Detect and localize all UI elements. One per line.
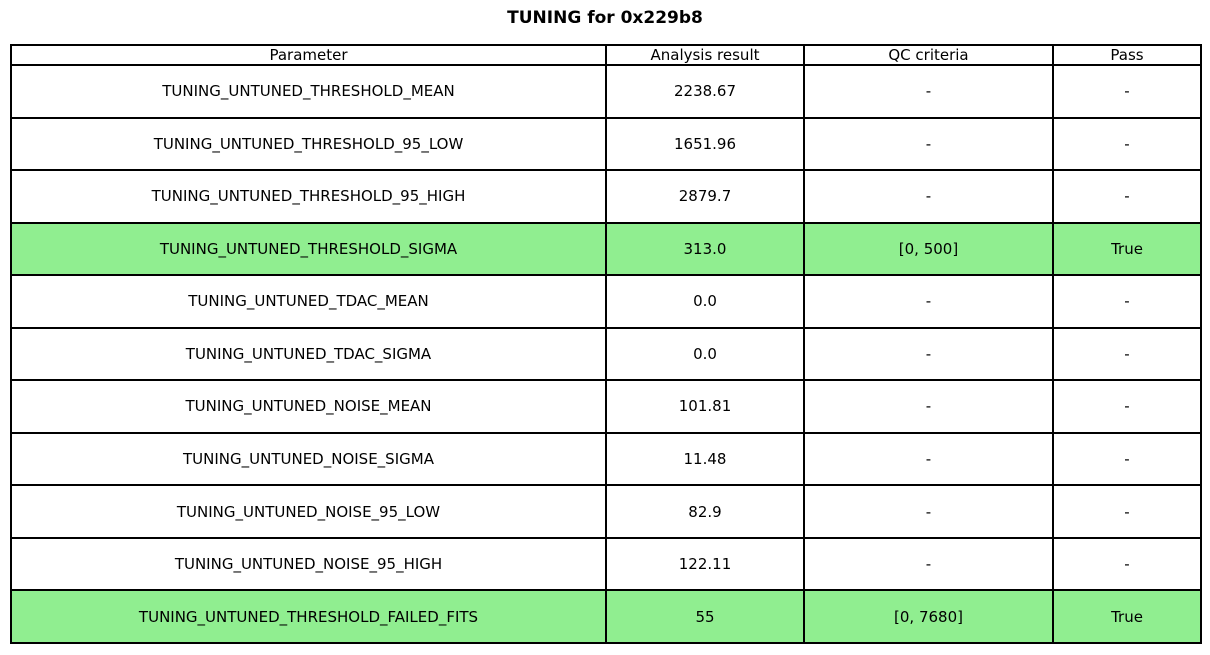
cell-qc-criteria: - bbox=[803, 116, 1054, 172]
cell-qc-criteria: - bbox=[803, 431, 1054, 487]
column-header-analysis-result: Analysis result bbox=[605, 44, 805, 66]
cell-parameter: TUNING_UNTUNED_THRESHOLD_95_HIGH bbox=[10, 169, 607, 224]
cell-qc-criteria: [0, 500] bbox=[803, 221, 1054, 277]
cell-qc-criteria: - bbox=[803, 169, 1054, 224]
cell-qc-criteria: - bbox=[803, 326, 1054, 382]
table-row: TUNING_UNTUNED_THRESHOLD_MEAN 2238.67 - … bbox=[10, 64, 1202, 119]
cell-pass: - bbox=[1052, 536, 1202, 592]
cell-analysis-result: 2238.67 bbox=[605, 64, 805, 119]
table-row: TUNING_UNTUNED_NOISE_95_HIGH 122.11 - - bbox=[10, 536, 1202, 592]
cell-parameter: TUNING_UNTUNED_NOISE_SIGMA bbox=[10, 431, 607, 487]
cell-analysis-result: 11.48 bbox=[605, 431, 805, 487]
cell-qc-criteria: - bbox=[803, 484, 1054, 539]
table-row: TUNING_UNTUNED_NOISE_95_LOW 82.9 - - bbox=[10, 484, 1202, 539]
table-row: TUNING_UNTUNED_NOISE_SIGMA 11.48 - - bbox=[10, 431, 1202, 487]
cell-analysis-result: 82.9 bbox=[605, 484, 805, 539]
cell-parameter: TUNING_UNTUNED_THRESHOLD_MEAN bbox=[10, 64, 607, 119]
cell-pass: - bbox=[1052, 116, 1202, 172]
cell-qc-criteria: - bbox=[803, 536, 1054, 592]
table-row: TUNING_UNTUNED_THRESHOLD_95_LOW 1651.96 … bbox=[10, 116, 1202, 172]
table-row: TUNING_UNTUNED_THRESHOLD_95_HIGH 2879.7 … bbox=[10, 169, 1202, 224]
cell-analysis-result: 101.81 bbox=[605, 379, 805, 434]
cell-pass: - bbox=[1052, 169, 1202, 224]
cell-pass: - bbox=[1052, 64, 1202, 119]
cell-parameter: TUNING_UNTUNED_NOISE_95_LOW bbox=[10, 484, 607, 539]
cell-analysis-result: 1651.96 bbox=[605, 116, 805, 172]
cell-parameter: TUNING_UNTUNED_THRESHOLD_FAILED_FITS bbox=[10, 589, 607, 644]
cell-pass: - bbox=[1052, 379, 1202, 434]
table-row: TUNING_UNTUNED_THRESHOLD_SIGMA 313.0 [0,… bbox=[10, 221, 1202, 277]
cell-analysis-result: 122.11 bbox=[605, 536, 805, 592]
cell-parameter: TUNING_UNTUNED_NOISE_MEAN bbox=[10, 379, 607, 434]
cell-parameter: TUNING_UNTUNED_THRESHOLD_95_LOW bbox=[10, 116, 607, 172]
cell-analysis-result: 0.0 bbox=[605, 326, 805, 382]
cell-analysis-result: 2879.7 bbox=[605, 169, 805, 224]
column-header-parameter: Parameter bbox=[10, 44, 607, 66]
cell-pass: - bbox=[1052, 274, 1202, 329]
column-header-pass: Pass bbox=[1052, 44, 1202, 66]
cell-qc-criteria: - bbox=[803, 379, 1054, 434]
qc-results-table: Parameter Analysis result QC criteria Pa… bbox=[10, 44, 1202, 644]
cell-analysis-result: 55 bbox=[605, 589, 805, 644]
cell-parameter: TUNING_UNTUNED_THRESHOLD_SIGMA bbox=[10, 221, 607, 277]
cell-pass: True bbox=[1052, 221, 1202, 277]
cell-analysis-result: 0.0 bbox=[605, 274, 805, 329]
cell-pass: - bbox=[1052, 431, 1202, 487]
cell-parameter: TUNING_UNTUNED_NOISE_95_HIGH bbox=[10, 536, 607, 592]
page-title: TUNING for 0x229b8 bbox=[507, 8, 703, 28]
cell-qc-criteria: [0, 7680] bbox=[803, 589, 1054, 644]
cell-parameter: TUNING_UNTUNED_TDAC_MEAN bbox=[10, 274, 607, 329]
table-row: TUNING_UNTUNED_THRESHOLD_FAILED_FITS 55 … bbox=[10, 589, 1202, 644]
cell-pass: - bbox=[1052, 484, 1202, 539]
cell-parameter: TUNING_UNTUNED_TDAC_SIGMA bbox=[10, 326, 607, 382]
table-row: TUNING_UNTUNED_TDAC_MEAN 0.0 - - bbox=[10, 274, 1202, 329]
table-row: TUNING_UNTUNED_TDAC_SIGMA 0.0 - - bbox=[10, 326, 1202, 382]
table-row: TUNING_UNTUNED_NOISE_MEAN 101.81 - - bbox=[10, 379, 1202, 434]
cell-analysis-result: 313.0 bbox=[605, 221, 805, 277]
cell-pass: - bbox=[1052, 326, 1202, 382]
cell-qc-criteria: - bbox=[803, 274, 1054, 329]
table-header-row: Parameter Analysis result QC criteria Pa… bbox=[10, 44, 1202, 66]
column-header-qc-criteria: QC criteria bbox=[803, 44, 1054, 66]
cell-qc-criteria: - bbox=[803, 64, 1054, 119]
cell-pass: True bbox=[1052, 589, 1202, 644]
